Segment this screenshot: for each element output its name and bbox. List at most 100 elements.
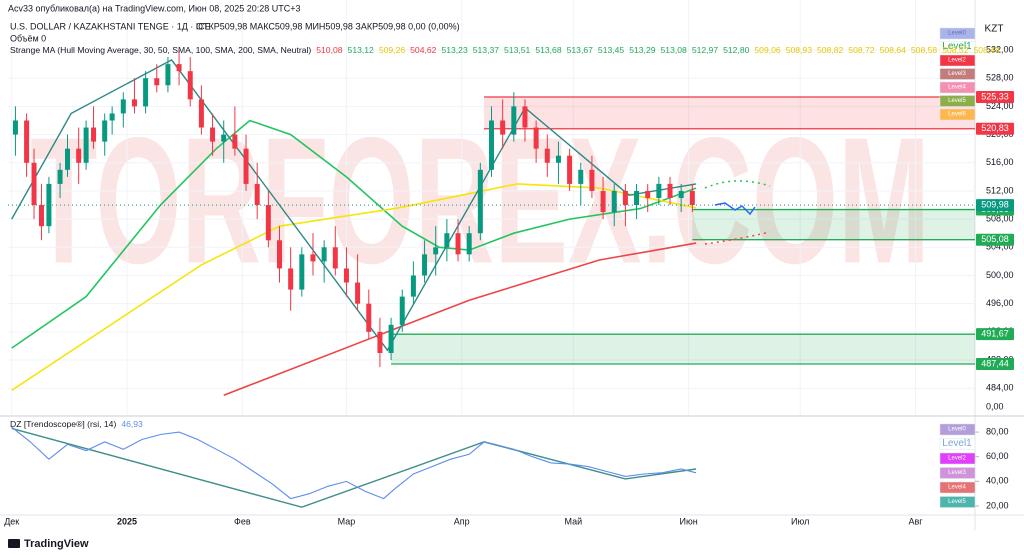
level-label: Level2 [948,58,966,64]
y-tick-label: 532,00 [986,44,1014,54]
candle-body [321,247,327,262]
candle-body [210,127,216,142]
candle-body [455,233,461,255]
candle-body [422,254,428,276]
price-label-bg [976,233,1014,246]
candle-body [299,254,305,290]
y-tick-label: 504,00 [986,242,1014,252]
volume: Объём 0 [10,33,46,43]
price-label: 505,08 [981,234,1009,244]
price-label: 520,83 [981,123,1009,133]
indicator-value: 508,93 [786,45,813,55]
rsi-value: 46,93 [121,419,143,429]
candle-body [522,106,528,128]
candle-body [544,148,550,163]
level-box [939,423,976,436]
indicator-value: 508,82 [817,45,844,55]
candle-body [433,247,439,255]
candle-body [477,169,483,234]
indicator-value: 513,67 [567,45,594,55]
candle-body [377,331,383,353]
indicator-value: 508,44 [973,45,1000,55]
candle-body [656,183,662,198]
candle-body [83,127,89,163]
x-tick-label: Июн [680,516,698,526]
y-tick-label: 496,00 [986,298,1014,308]
rsi-name: DZ [Trendoscope®] (rsi, 14) [10,419,116,429]
footer: TradingView [24,538,89,550]
level-box [939,438,976,450]
indicator-value: 513,68 [535,45,562,55]
candle-body [38,205,44,227]
candle-body [689,190,695,206]
indicator-value: 508,52 [942,45,969,55]
candle-body [31,162,37,206]
level-label: Level0 [948,427,966,433]
indicator-value: 508,58 [911,45,938,55]
candle-body [500,120,506,135]
candle-body [410,275,416,297]
level-box [939,27,976,40]
price-label-bg [976,199,1014,212]
candle-body [645,190,651,198]
rsi-tick-label: 40,00 [986,476,1009,486]
y-tick-label: 500,00 [986,270,1014,280]
ma-line [223,242,697,397]
candle-body [366,303,372,332]
ma-line [11,58,697,352]
projection [714,202,756,216]
price-label: 525,33 [981,91,1009,101]
x-tick-label: 2025 [117,516,137,526]
candle-body [622,190,628,206]
candle-body [444,233,450,248]
indicator-value: 512,97 [692,45,719,55]
level-label: Level4 [948,485,966,491]
x-tick-label: Апр [454,516,470,526]
level-label: Level3 [948,71,966,77]
ma-line [11,119,697,349]
indicator-name: Strange MA (Hull Moving Average, 30, 50,… [10,45,311,55]
candle-body [221,134,227,142]
y-tick-label: 528,00 [986,73,1014,83]
candle-body [399,296,405,325]
candle-body [243,148,249,184]
candle-body [611,190,617,213]
candle-body [12,120,18,135]
x-tick-label: Июл [791,516,809,526]
currency: KZT [985,24,1004,35]
level-box [939,68,976,80]
candle-body [533,127,539,149]
y-tick-label: 512,00 [986,185,1014,195]
candle-body [589,169,595,191]
level-label: Level1 [942,41,972,52]
indicator-value: 513,37 [473,45,500,55]
candle-body [232,134,238,149]
level-box [939,54,976,67]
level-box [939,467,976,479]
candle-body [24,120,30,163]
y-tick-label: 516,00 [986,157,1014,167]
x-tick-label: Авг [908,516,923,526]
level-label: Level2 [948,456,966,462]
indicator-value: 513,51 [504,45,531,55]
candle-body [76,148,82,163]
rsi-line [11,426,697,500]
indicator-value: 509,06 [754,45,781,55]
candle-body [143,78,149,107]
rsi-tick-label: 80,00 [986,426,1009,436]
candle-body [154,78,160,86]
candle-body [288,268,294,290]
logo [8,539,20,548]
candle-body [91,127,97,142]
zone [692,209,975,240]
indicator-value: 509,26 [379,45,406,55]
zone [391,334,975,364]
candle-body [120,99,126,114]
indicator-value: 513,45 [598,45,625,55]
candle-body [176,64,182,72]
candle-body [578,169,584,184]
symbol: U.S. DOLLAR / KAZAKHSTANI TENGE · 1Д · I… [10,21,211,31]
candle-body [678,190,684,198]
